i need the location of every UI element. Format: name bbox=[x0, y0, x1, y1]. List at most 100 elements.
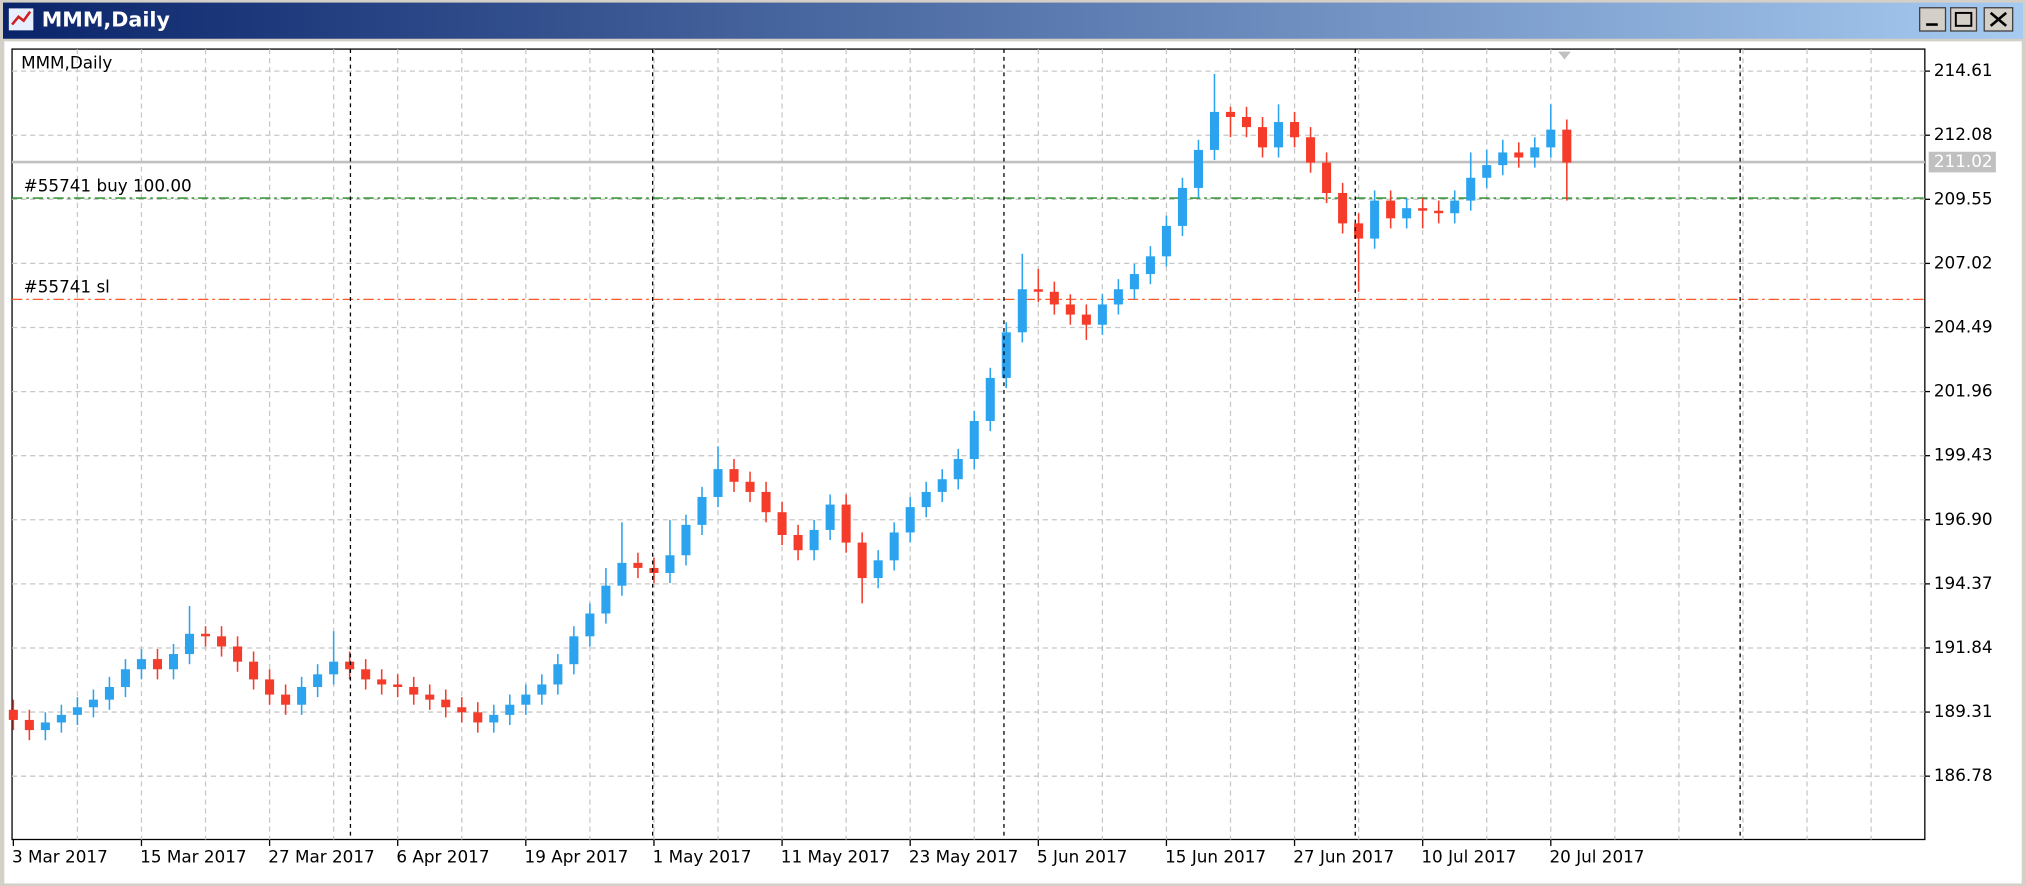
candle-body bbox=[40, 722, 50, 731]
candle-body bbox=[361, 669, 371, 680]
candle-body bbox=[120, 669, 130, 687]
candle-body bbox=[1562, 129, 1572, 163]
candle-body bbox=[152, 659, 163, 670]
y-tick-label: 204.49 bbox=[1934, 317, 1993, 337]
candle-body bbox=[1193, 149, 1203, 188]
candle-body bbox=[841, 504, 851, 543]
x-tick-label: 3 Mar 2017 bbox=[12, 847, 108, 867]
candle-body bbox=[473, 712, 483, 723]
candle-body bbox=[297, 686, 307, 705]
candle-body bbox=[425, 694, 435, 700]
x-tick-label: 10 Jul 2017 bbox=[1421, 847, 1516, 867]
candle-body bbox=[521, 694, 531, 705]
candle-body bbox=[1145, 256, 1155, 275]
candle-body bbox=[761, 491, 771, 513]
candle-body bbox=[681, 524, 691, 556]
candle-body bbox=[1017, 289, 1027, 333]
candle-body bbox=[281, 694, 291, 705]
candle-body bbox=[1514, 152, 1524, 158]
candle-body bbox=[1241, 116, 1252, 128]
candle-body bbox=[56, 714, 66, 723]
candle-body bbox=[441, 699, 451, 708]
candle-body bbox=[697, 496, 707, 525]
candle-body bbox=[1274, 122, 1284, 148]
candle-body bbox=[345, 661, 355, 670]
candle-body bbox=[393, 684, 403, 687]
candle-body bbox=[649, 567, 659, 573]
candle-body bbox=[793, 534, 803, 551]
candle-body bbox=[873, 560, 883, 579]
y-tick-label: 194.37 bbox=[1934, 573, 1993, 593]
candle-body bbox=[1177, 187, 1187, 226]
x-tick-label: 20 Jul 2017 bbox=[1550, 847, 1645, 867]
x-tick-label: 27 Mar 2017 bbox=[268, 847, 374, 867]
current-price-label: 211.02 bbox=[1934, 151, 1993, 171]
candle-body bbox=[713, 469, 723, 497]
x-tick-label: 11 May 2017 bbox=[781, 847, 890, 867]
current-price-box bbox=[1928, 151, 1996, 173]
candle-body bbox=[969, 420, 979, 459]
candle-body bbox=[905, 507, 915, 533]
candle-body bbox=[1049, 291, 1059, 305]
candle-body bbox=[1322, 162, 1332, 193]
maximize-button[interactable] bbox=[1950, 7, 1978, 32]
candle-body bbox=[1546, 129, 1556, 148]
title-bar bbox=[3, 2, 2023, 39]
candle-body bbox=[1209, 111, 1220, 150]
candle-body bbox=[1418, 208, 1428, 211]
order-label: #55741 sl bbox=[24, 277, 110, 297]
candle-body bbox=[1225, 111, 1236, 117]
chart-title: MMM,Daily bbox=[21, 52, 112, 72]
x-tick-label: 15 Jun 2017 bbox=[1165, 847, 1266, 867]
candle-body bbox=[217, 636, 227, 647]
candle-body bbox=[72, 707, 82, 715]
candle-body bbox=[201, 633, 211, 637]
candle-body bbox=[1530, 147, 1540, 158]
candle-body bbox=[1001, 332, 1011, 378]
x-tick-label: 1 May 2017 bbox=[653, 847, 752, 867]
candle-body bbox=[249, 661, 259, 680]
candle-body bbox=[1033, 289, 1043, 292]
candle-body bbox=[1370, 200, 1380, 239]
candle-body bbox=[1161, 225, 1171, 257]
candle-body bbox=[1482, 165, 1492, 178]
x-tick-label: 6 Apr 2017 bbox=[396, 847, 489, 867]
candle-body bbox=[1498, 152, 1508, 166]
candle-body bbox=[585, 613, 595, 637]
candle-body bbox=[857, 542, 867, 579]
candle-body bbox=[1113, 289, 1123, 305]
candle-body bbox=[1306, 137, 1316, 163]
candle-body bbox=[8, 709, 18, 720]
candle-body bbox=[617, 562, 627, 586]
period-separators bbox=[349, 49, 1741, 840]
y-tick-label: 207.02 bbox=[1934, 252, 1993, 272]
x-tick-label: 19 Apr 2017 bbox=[525, 847, 629, 867]
y-tick-label: 186.78 bbox=[1934, 765, 1993, 785]
candle-body bbox=[457, 707, 467, 713]
candle-body bbox=[1290, 122, 1300, 138]
candle-body bbox=[168, 654, 179, 670]
candle-body bbox=[825, 504, 835, 530]
y-tick-label: 201.96 bbox=[1934, 381, 1993, 401]
candle-body bbox=[601, 585, 611, 614]
close-button[interactable] bbox=[1983, 7, 2014, 32]
minimize-button[interactable] bbox=[1919, 7, 1947, 32]
x-tick-label: 27 Jun 2017 bbox=[1293, 847, 1394, 867]
x-tick-label: 15 Mar 2017 bbox=[140, 847, 246, 867]
plot-area bbox=[11, 48, 1926, 841]
candle-body bbox=[265, 679, 275, 695]
y-tick-label: 191.84 bbox=[1934, 637, 1993, 657]
candle-body bbox=[1081, 314, 1091, 325]
candle-body bbox=[1338, 192, 1348, 224]
x-tick-label: 5 Jun 2017 bbox=[1037, 847, 1127, 867]
candle-body bbox=[809, 529, 819, 551]
candle-body bbox=[985, 377, 995, 421]
candle-body bbox=[889, 532, 899, 561]
candle-body bbox=[1434, 210, 1444, 214]
shift-marker bbox=[1558, 51, 1571, 60]
candle-body bbox=[1402, 208, 1412, 219]
y-tick-label: 209.55 bbox=[1934, 188, 1993, 208]
candle-body bbox=[489, 714, 499, 723]
candle-body bbox=[1386, 200, 1396, 219]
